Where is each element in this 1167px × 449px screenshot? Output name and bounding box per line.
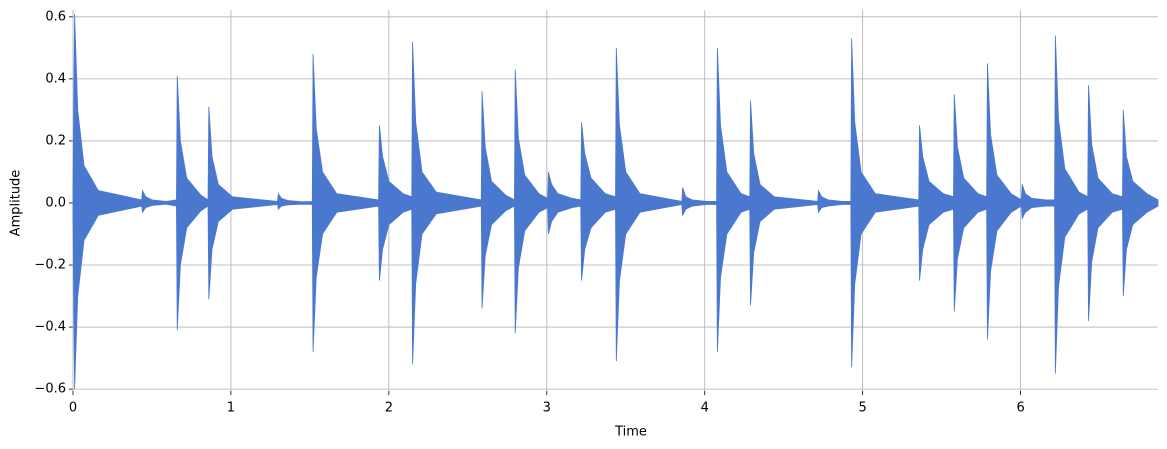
x-tick-label: 1 [227, 401, 235, 416]
waveform-envelope [72, 202, 1159, 390]
waveform-envelope [72, 13, 1159, 204]
y-tick-label: 0.2 [45, 133, 66, 148]
y-tick-label: 0.0 [45, 195, 66, 210]
y-axis-label: Amplitude [9, 170, 24, 237]
x-tick-label: 5 [859, 401, 867, 416]
x-axis-label: Time [614, 425, 647, 440]
x-tick-label: 4 [701, 401, 709, 416]
x-tick-label: 3 [543, 401, 551, 416]
y-tick-label: −0.2 [34, 258, 66, 273]
y-tick-label: −0.4 [34, 320, 66, 335]
y-tick-label: −0.6 [34, 382, 66, 397]
x-tick-label: 2 [385, 401, 393, 416]
x-tick-label: 6 [1016, 401, 1024, 416]
x-tick-label: 0 [69, 401, 77, 416]
y-tick-label: 0.6 [45, 9, 66, 24]
y-tick-label: 0.4 [45, 71, 66, 86]
